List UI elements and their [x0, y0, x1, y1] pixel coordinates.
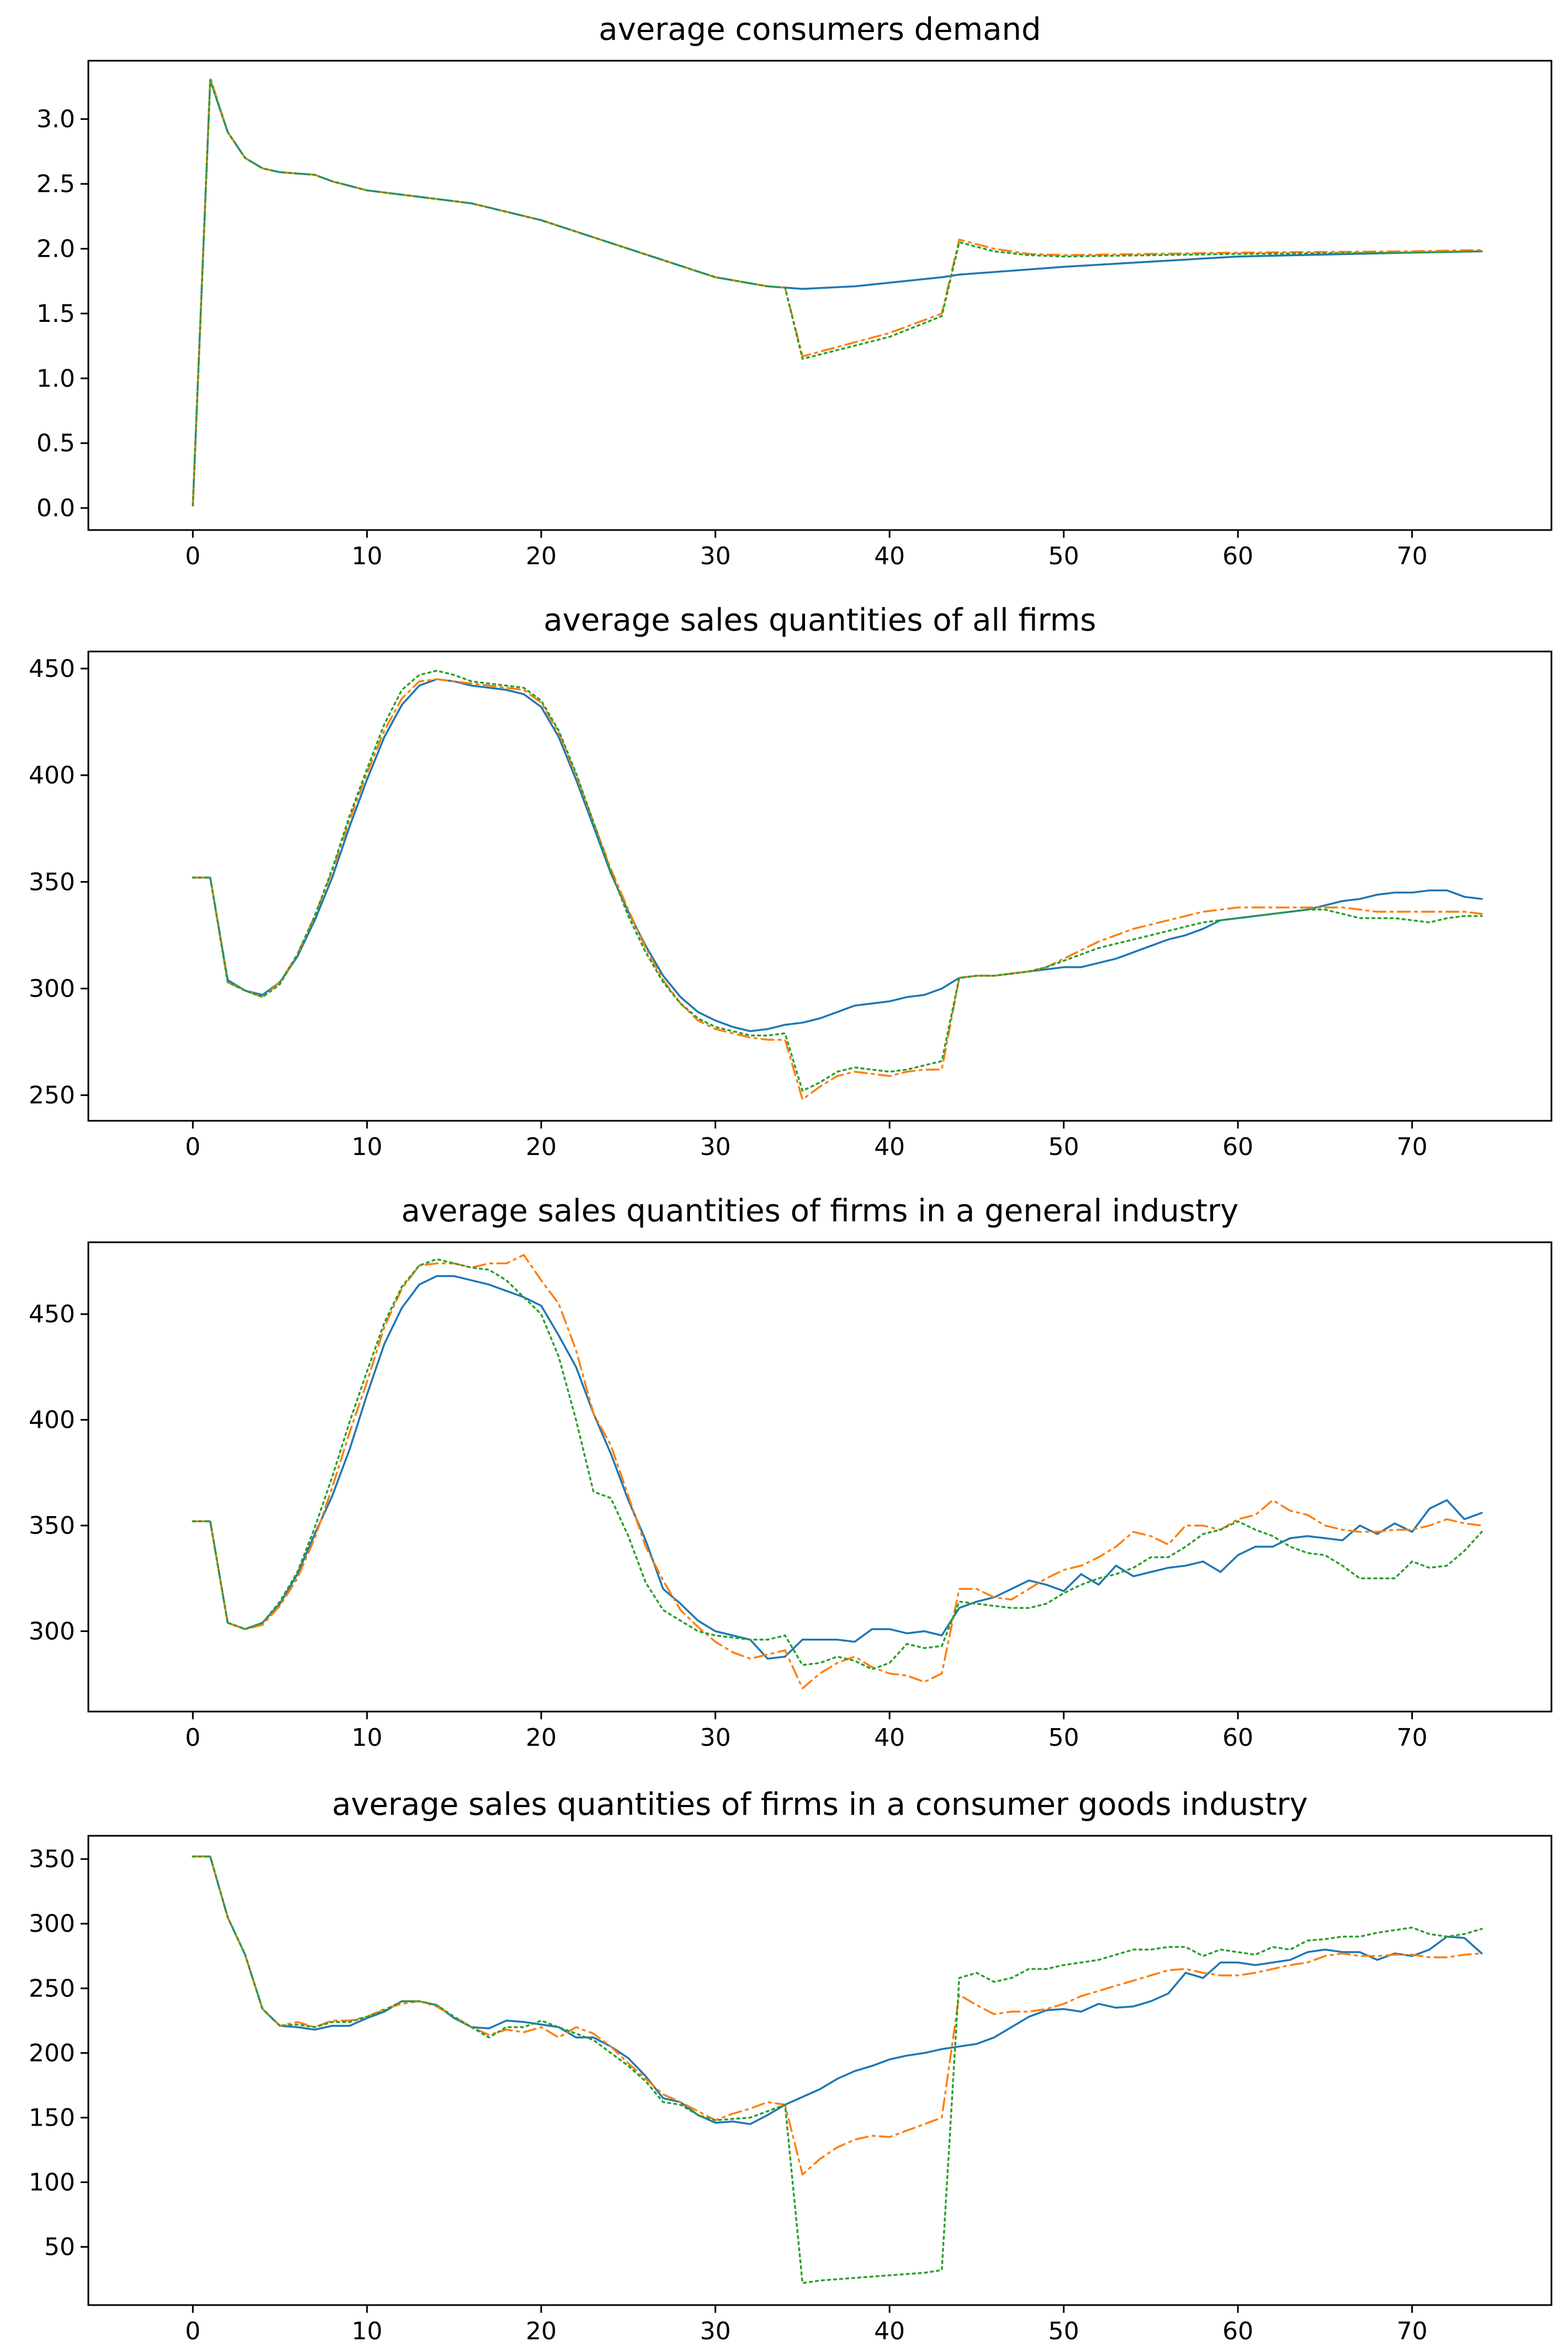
axis-ticks: 0 10 20 30 40 50 60 70 0.0 0.5 1.0 1.5 2.0 2.5 3.0	[36, 105, 1428, 570]
x-tick-label: 10	[352, 1724, 383, 1752]
plot-lines	[192, 670, 1483, 1101]
y-tick-label: 350	[29, 1512, 75, 1540]
series-line-orange	[192, 1855, 1483, 2176]
y-tick-label: 350	[29, 868, 75, 896]
series-line-blue	[192, 1275, 1483, 1660]
axis-ticks: 0 10 20 30 40 50 60 70 300 350 400 450	[29, 1300, 1428, 1752]
x-tick-label: 0	[185, 2317, 200, 2345]
series-line-blue	[192, 678, 1483, 1032]
plot-lines	[192, 76, 1483, 507]
x-tick-label: 20	[526, 542, 557, 570]
y-tick-label: 400	[29, 1406, 75, 1434]
x-tick-label: 30	[700, 1133, 731, 1161]
x-tick-label: 60	[1222, 1133, 1253, 1161]
x-tick-label: 10	[352, 1133, 383, 1161]
series-line-green	[192, 1258, 1483, 1671]
y-tick-label: 150	[29, 2104, 75, 2132]
x-tick-label: 60	[1222, 1724, 1253, 1752]
x-tick-label: 20	[526, 1724, 557, 1752]
axes-frame	[87, 1835, 1553, 2306]
x-tick-label: 0	[185, 1724, 200, 1752]
x-tick-label: 40	[874, 2317, 905, 2345]
x-tick-label: 50	[1048, 542, 1079, 570]
y-tick-label: 300	[29, 974, 75, 1003]
series-line-orange	[192, 678, 1483, 1101]
series-line-orange	[192, 1254, 1483, 1689]
x-tick-label: 50	[1048, 1724, 1079, 1752]
x-tick-label: 30	[700, 542, 731, 570]
x-tick-label: 30	[700, 2317, 731, 2345]
y-tick-label: 50	[44, 2233, 75, 2261]
x-tick-label: 20	[526, 2317, 557, 2345]
subplot-sales-all-firms: average sales quantities of all firms 0 1…	[29, 602, 1553, 1161]
series-line-blue	[192, 79, 1483, 507]
y-tick-label: 3.0	[36, 105, 75, 134]
y-tick-label: 250	[29, 1974, 75, 2003]
y-tick-label: 250	[29, 1082, 75, 1110]
x-tick-label: 40	[874, 542, 905, 570]
x-tick-label: 40	[874, 1724, 905, 1752]
axis-ticks: 0 10 20 30 40 50 60 70 50 100 150 200 250 300 350	[29, 1845, 1428, 2345]
axis-ticks: 0 10 20 30 40 50 60 70 250 300 350 400 450	[29, 655, 1428, 1161]
chart-title: average sales quantities of firms in a c…	[332, 1787, 1307, 1823]
x-tick-label: 50	[1048, 2317, 1079, 2345]
x-tick-label: 70	[1397, 1724, 1428, 1752]
y-tick-label: 0.5	[36, 430, 75, 458]
x-tick-label: 0	[185, 542, 200, 570]
x-tick-label: 70	[1397, 2317, 1428, 2345]
x-tick-label: 70	[1397, 542, 1428, 570]
x-tick-label: 70	[1397, 1133, 1428, 1161]
series-line-blue	[192, 1855, 1483, 2125]
x-tick-label: 0	[185, 1133, 200, 1161]
axes-frame	[87, 60, 1553, 531]
y-tick-label: 400	[29, 761, 75, 790]
subplot-sales-general-industry: average sales quantities of firms in a g…	[29, 1193, 1553, 1752]
x-tick-label: 50	[1048, 1133, 1079, 1161]
y-tick-label: 1.0	[36, 364, 75, 393]
chart-title: average consumers demand	[598, 12, 1041, 47]
y-tick-label: 450	[29, 1300, 75, 1328]
subplot-sales-consumer-goods-industry: average sales quantities of firms in a c…	[29, 1787, 1553, 2345]
x-tick-label: 20	[526, 1133, 557, 1161]
y-tick-label: 100	[29, 2169, 75, 2197]
chart-title: average sales quantities of firms in a g…	[401, 1193, 1238, 1229]
y-tick-label: 2.5	[36, 170, 75, 198]
y-tick-label: 300	[29, 1910, 75, 1938]
y-tick-label: 300	[29, 1618, 75, 1646]
y-tick-label: 350	[29, 1845, 75, 1873]
subplot-consumers-demand: average consumers demand 0 10 20 30 40 50 60 70…	[36, 12, 1553, 570]
chart-title: average sales quantities of all firms	[544, 602, 1096, 638]
x-tick-label: 60	[1222, 542, 1253, 570]
series-line-green	[192, 1855, 1483, 2284]
y-tick-label: 1.5	[36, 300, 75, 328]
axes-frame	[87, 1241, 1553, 1713]
plot-lines	[192, 1254, 1483, 1689]
plot-lines	[192, 1855, 1483, 2284]
series-line-green	[192, 670, 1483, 1092]
x-tick-label: 10	[352, 2317, 383, 2345]
y-tick-label: 2.0	[36, 235, 75, 263]
series-line-orange	[192, 76, 1483, 507]
y-tick-label: 200	[29, 2039, 75, 2067]
y-tick-label: 450	[29, 655, 75, 683]
x-tick-label: 30	[700, 1724, 731, 1752]
x-tick-label: 10	[352, 542, 383, 570]
axes-frame	[87, 650, 1553, 1122]
x-tick-label: 60	[1222, 2317, 1253, 2345]
series-line-green	[192, 79, 1483, 507]
y-tick-label: 0.0	[36, 494, 75, 522]
x-tick-label: 40	[874, 1133, 905, 1161]
